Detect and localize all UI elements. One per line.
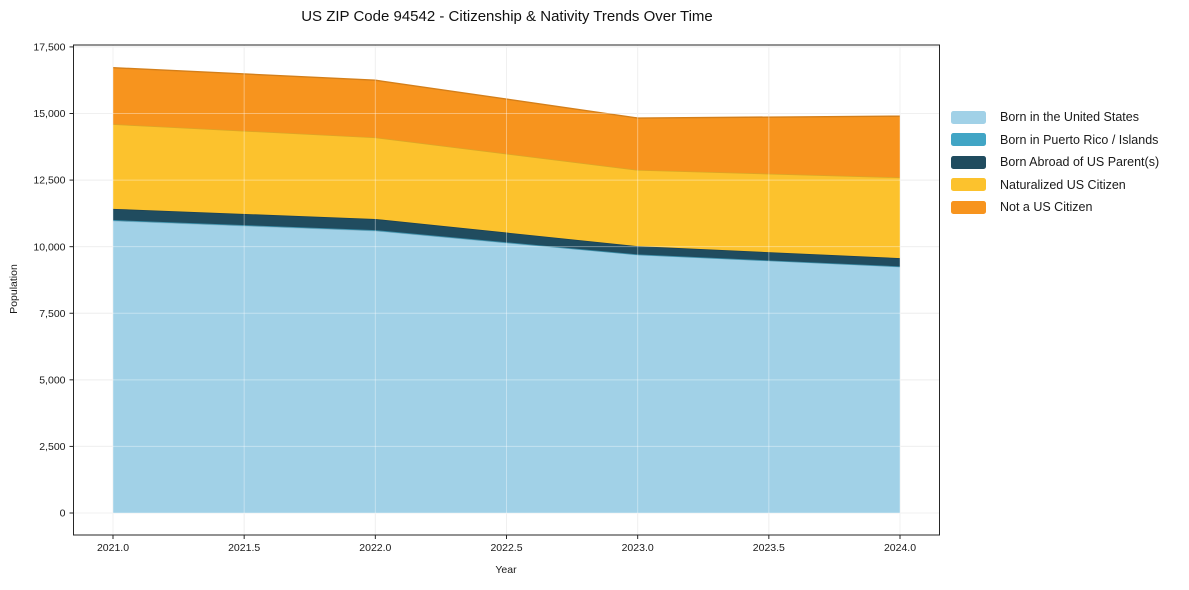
legend-swatch-born-us	[951, 110, 986, 124]
y-tick-label: 12,500	[33, 175, 65, 187]
x-tick-label: 2023.5	[753, 542, 785, 554]
stacked-areas	[112, 66, 901, 514]
legend-label: Not a US Citizen	[1000, 200, 1093, 215]
legend-item: Born in Puerto Rico / Islands	[951, 129, 1159, 152]
y-tick-label: 2,500	[39, 441, 65, 453]
area-series-4	[113, 67, 900, 178]
legend-label: Born in Puerto Rico / Islands	[1000, 132, 1159, 147]
legend-item: Born Abroad of US Parent(s)	[951, 151, 1159, 174]
x-tick-label: 2024.0	[884, 542, 916, 554]
area-series-4-edge	[112, 66, 901, 119]
legend-label: Born in the United States	[1000, 110, 1139, 125]
y-tick-label: 0	[60, 508, 66, 520]
legend-item: Born in the United States	[951, 106, 1159, 129]
x-tick-label: 2021.5	[228, 542, 260, 554]
legend: Born in the United States Born in Puerto…	[951, 106, 1159, 219]
legend-swatch-puerto-rico	[951, 133, 986, 147]
x-tick-label: 2023.0	[622, 542, 654, 554]
area-series-3	[113, 124, 900, 259]
y-tick-label: 5,000	[39, 374, 65, 386]
y-tick-label: 10,000	[33, 241, 65, 253]
x-tick-label: 2022.5	[490, 542, 522, 554]
x-tick-label: 2022.0	[359, 542, 391, 554]
y-tick-label: 7,500	[39, 308, 65, 320]
legend-item: Not a US Citizen	[951, 196, 1159, 219]
gridlines-overlay	[73, 45, 940, 535]
legend-swatch-born-abroad	[951, 155, 986, 169]
x-axis-label: Year	[495, 564, 517, 576]
x-tick-label: 2021.0	[97, 542, 129, 554]
y-axis-label: Population	[8, 264, 20, 314]
legend-item: Naturalized US Citizen	[951, 174, 1159, 197]
axis-ticks: 2021.0 2021.5 2022.0 2022.5 2023.0 2023.5 2024…	[33, 42, 916, 554]
chart-title: US ZIP Code 94542 - Citizenship & Nativi…	[301, 8, 713, 25]
y-tick-label: 17,500	[33, 42, 65, 54]
y-tick-label: 15,000	[33, 108, 65, 120]
area-series-0	[113, 220, 900, 514]
legend-label: Born Abroad of US Parent(s)	[1000, 155, 1160, 170]
legend-label: Naturalized US Citizen	[1000, 177, 1126, 192]
area-series-2	[113, 208, 900, 267]
legend-swatch-naturalized	[951, 178, 986, 192]
legend-swatch-noncitizen	[951, 200, 986, 214]
